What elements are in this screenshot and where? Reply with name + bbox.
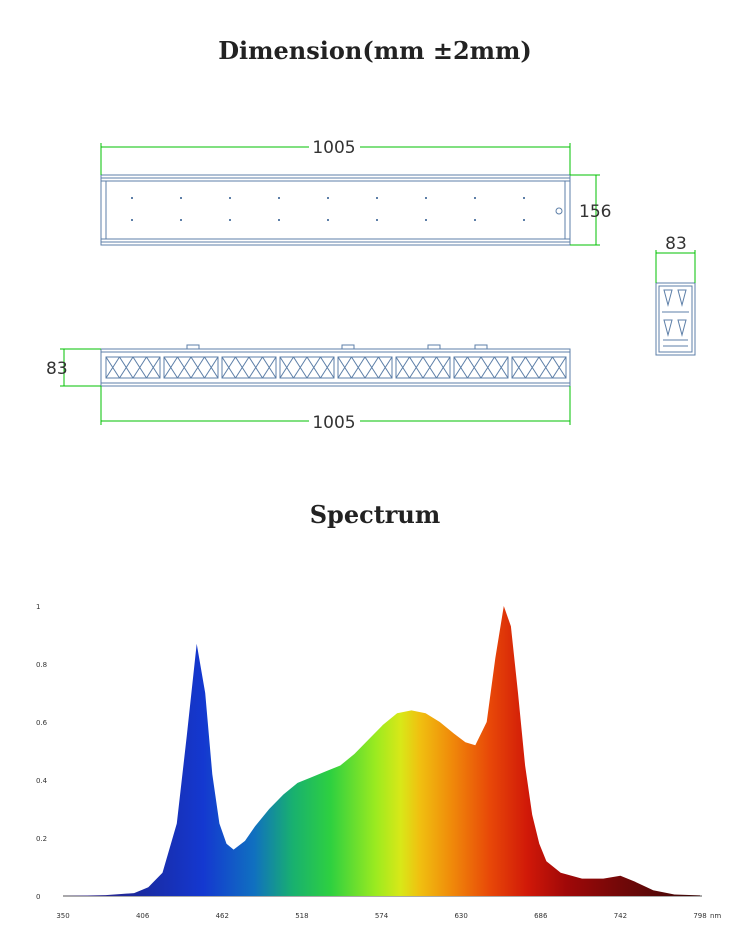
top-view-dimensions [100, 143, 600, 246]
x-tick-label: 462 [216, 912, 229, 920]
y-tick-label: 0.6 [36, 719, 48, 727]
x-unit-label: nm [710, 912, 721, 920]
vent-cross [132, 356, 147, 379]
side-view-dimensions [60, 348, 571, 425]
y-tick-label: 1 [36, 603, 40, 611]
x-tick-label: 686 [534, 912, 548, 920]
mounting-hole [131, 219, 133, 221]
vent-cross [525, 356, 540, 379]
mounting-hole [425, 219, 427, 221]
vent-cross [248, 356, 263, 379]
mounting-hole [278, 219, 280, 221]
end-view [655, 282, 696, 356]
chart-plot-area [63, 606, 700, 896]
vent-cross [163, 356, 178, 379]
end-width-label: 83 [665, 234, 687, 254]
mounting-hole [180, 219, 182, 221]
x-tick-label: 406 [136, 912, 150, 920]
mounting-hole [327, 197, 329, 199]
side-height-label: 83 [46, 359, 68, 379]
vent-cross [494, 356, 509, 379]
y-tick-label: 0.4 [36, 777, 48, 785]
x-tick-label: 350 [56, 912, 69, 920]
top-view-outline [100, 174, 571, 246]
end-view-dimensions [655, 250, 696, 283]
vent-cross [453, 356, 468, 379]
vent-cross [190, 356, 205, 379]
mounting-hole [327, 219, 329, 221]
mounting-hole [229, 219, 231, 221]
vent-cross [467, 356, 482, 379]
mounting-hole [523, 197, 525, 199]
vent-cross [204, 356, 219, 379]
side-view [100, 344, 571, 387]
y-tick-label: 0.8 [36, 661, 47, 669]
mounting-hole [131, 197, 133, 199]
vent-cross [538, 356, 553, 379]
spectrum-title: Spectrum [309, 500, 441, 529]
vent-cross [364, 356, 379, 379]
mounting-hole [229, 197, 231, 199]
mounting-hole [474, 197, 476, 199]
top-width-label: 156 [579, 202, 611, 222]
vent-cross [511, 356, 526, 379]
vent-cross [235, 356, 250, 379]
side-length-label: 1005 [312, 413, 355, 433]
x-tick-label: 742 [614, 912, 627, 920]
vent-cross [378, 356, 393, 379]
vent-cross [279, 356, 294, 379]
mounting-hole [474, 219, 476, 221]
mounting-hole [523, 219, 525, 221]
spectrum-area [63, 606, 700, 896]
vent-cross [480, 356, 495, 379]
vent-cross [262, 356, 277, 379]
side-vent-lattice [105, 356, 567, 379]
vent-cross [119, 356, 134, 379]
end-view-outline [655, 282, 696, 356]
vent-cross [422, 356, 437, 379]
vent-cross [320, 356, 335, 379]
vent-cross [146, 356, 161, 379]
vent-cross [306, 356, 321, 379]
y-tick-label: 0 [36, 893, 40, 901]
vent-cross [436, 356, 451, 379]
vent-cross [221, 356, 236, 379]
vent-cross [337, 356, 352, 379]
mounting-hole [278, 197, 280, 199]
mounting-hole [376, 197, 378, 199]
side-view-outline [100, 348, 571, 387]
x-tick-label: 574 [375, 912, 389, 920]
mounting-hole [376, 219, 378, 221]
mounting-hole [425, 197, 427, 199]
mounting-hole [180, 197, 182, 199]
x-tick-label: 630 [454, 912, 467, 920]
y-tick-label: 0.2 [36, 835, 47, 843]
x-tick-label: 798 [693, 912, 706, 920]
vent-cross [552, 356, 567, 379]
vent-cross [409, 356, 424, 379]
dimension-title: Dimension(mm ±2mm) [218, 36, 532, 65]
vent-cross [395, 356, 410, 379]
vent-cross [105, 356, 120, 379]
vent-cross [351, 356, 366, 379]
vent-cross [293, 356, 308, 379]
x-tick-labels: 350 406 462 518 574 630 686 742 798 nm [56, 912, 721, 920]
x-tick-label: 518 [295, 912, 308, 920]
mounting-holes [131, 197, 525, 221]
top-length-label: 1005 [312, 138, 355, 158]
y-tick-labels: 0 0.2 0.4 0.6 0.8 1 [36, 603, 48, 901]
top-view [100, 174, 571, 246]
vent-cross [177, 356, 192, 379]
